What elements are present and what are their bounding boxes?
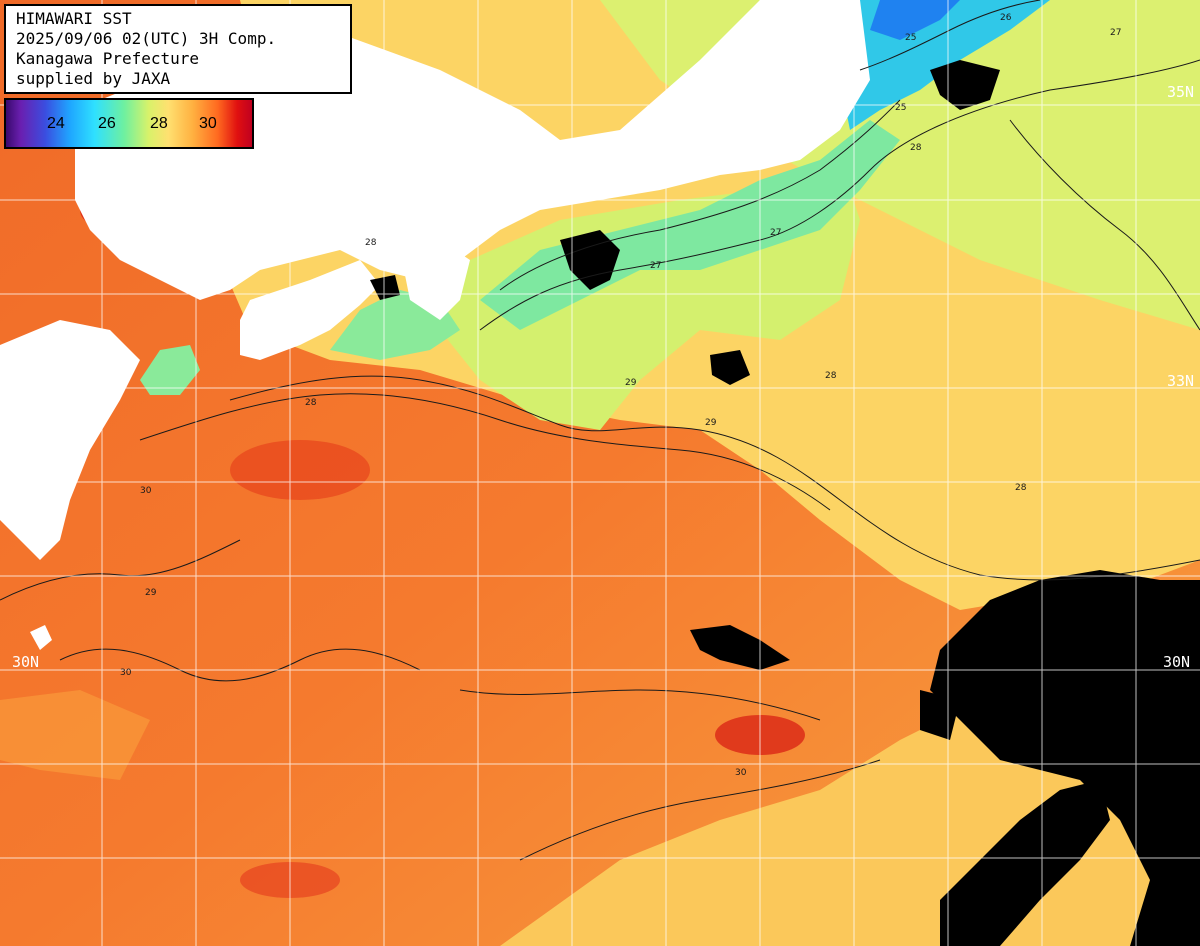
contour-28-east	[1009, 119, 1200, 331]
contour-27	[479, 59, 1200, 331]
cloud-patch-4	[710, 350, 750, 385]
contour-26	[499, 99, 901, 291]
cloud-patch-2	[560, 230, 620, 290]
contour-label: 30	[140, 486, 152, 496]
lat-label-35n: 35N	[1167, 83, 1195, 101]
contour-label: 28	[305, 398, 317, 408]
contour-label: 27	[1110, 28, 1121, 38]
contour-label: 29	[145, 588, 157, 598]
map-info-box: HIMAWARI SST 2025/09/06 02(UTC) 3H Comp.…	[4, 4, 352, 94]
map-credit: supplied by JAXA	[16, 69, 171, 88]
hot-spot-central	[230, 440, 370, 500]
cloud-southeast	[930, 570, 1200, 946]
land-shikoku	[240, 260, 380, 360]
sea-28c-patch	[0, 690, 150, 780]
cloud-patch-1	[690, 625, 790, 670]
map-region: Kanagawa Prefecture	[16, 49, 200, 68]
land-kyushu	[0, 320, 140, 560]
sea-24c-area	[870, 0, 960, 40]
contour-label: 27	[650, 261, 661, 271]
contour-label-group: 25 25 26 27 27 27 28 28 28 28 28 29 29 2…	[120, 13, 1121, 778]
legend-tick-30: 30	[199, 115, 217, 132]
contour-label: 27	[770, 228, 781, 238]
contour-label: 28	[365, 238, 377, 248]
contour-29	[139, 393, 831, 511]
contour-label: 28	[825, 371, 837, 381]
contour-label: 29	[705, 418, 717, 428]
land-tanegashima	[30, 625, 52, 650]
sea-26c-inlet	[140, 345, 200, 395]
temperature-legend: 24 26 28 30	[4, 98, 254, 149]
map-datetime: 2025/09/06 02(UTC) 3H Comp.	[16, 29, 277, 48]
contour-label: 28	[910, 143, 922, 153]
legend-tick-28: 28	[150, 115, 168, 132]
lat-label-30n-right: 30N	[1163, 653, 1191, 671]
contour-label: 26	[1000, 13, 1012, 23]
contour-29-west	[0, 539, 241, 601]
cloud-band-south	[940, 780, 1110, 946]
legend-tick-24: 24	[47, 115, 65, 132]
contour-label: 30	[735, 768, 747, 778]
lat-label-33n: 33N	[1167, 372, 1195, 390]
land-izu-island	[478, 150, 500, 190]
contour-30-b	[459, 689, 821, 721]
contour-lines	[0, 0, 1200, 861]
contour-25	[859, 0, 1041, 71]
map-title: HIMAWARI SST	[16, 9, 132, 28]
land-kii-peninsula	[400, 240, 470, 320]
legend-tick-26: 26	[98, 115, 116, 132]
contour-30-a	[59, 648, 421, 682]
contour-label: 29	[625, 378, 637, 388]
contour-29-south	[519, 759, 881, 861]
lat-label-30n-left: 30N	[12, 653, 40, 671]
contour-label: 25	[895, 103, 906, 113]
cloud-patch-6	[920, 690, 960, 740]
contour-label: 28	[1015, 483, 1027, 493]
contour-label: 30	[120, 668, 132, 678]
contour-label: 25	[905, 33, 916, 43]
